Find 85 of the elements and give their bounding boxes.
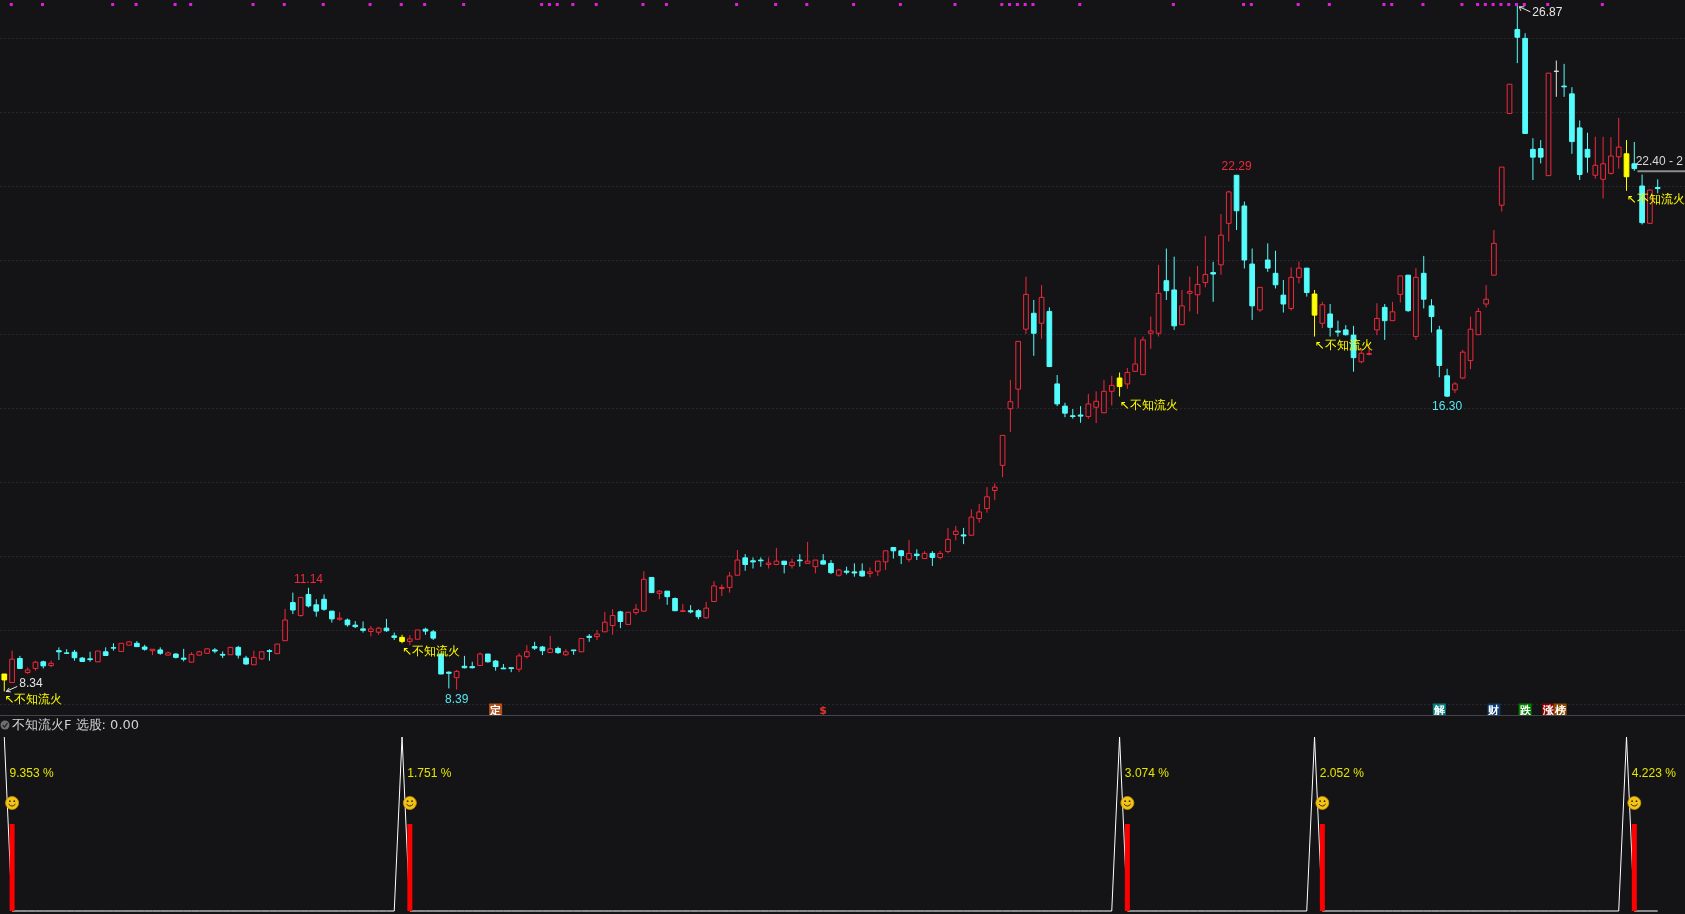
candlestick bbox=[1054, 374, 1061, 407]
candlestick bbox=[1124, 367, 1131, 390]
candlestick bbox=[1163, 248, 1170, 301]
chart-title: 不知流火F 选股: 0.00 bbox=[12, 717, 140, 732]
annotation: 4.223 % bbox=[1631, 766, 1677, 780]
candlestick bbox=[290, 592, 296, 615]
candlestick bbox=[1179, 289, 1185, 326]
candlestick bbox=[1444, 368, 1450, 398]
candlestick bbox=[1093, 390, 1100, 424]
candlestick bbox=[1600, 136, 1606, 200]
candlestick bbox=[594, 629, 600, 641]
candlestick bbox=[609, 608, 616, 636]
candlestick bbox=[945, 527, 951, 554]
candlestick bbox=[1319, 301, 1326, 329]
candlestick bbox=[1311, 289, 1318, 338]
candlestick bbox=[882, 550, 889, 571]
candlestick bbox=[1116, 371, 1123, 398]
candlestick bbox=[1381, 303, 1388, 341]
candlestick bbox=[1132, 336, 1138, 372]
candlestick bbox=[1272, 250, 1279, 289]
candlestick bbox=[1186, 276, 1193, 312]
candlestick bbox=[789, 558, 795, 570]
candlestick bbox=[633, 603, 639, 616]
candlestick bbox=[297, 596, 304, 618]
annotation: 16.30 bbox=[1432, 398, 1463, 413]
candlestick bbox=[282, 608, 288, 642]
candlestick bbox=[906, 539, 912, 563]
candlestick bbox=[1202, 235, 1209, 288]
candlestick bbox=[1530, 137, 1536, 181]
text: $ bbox=[819, 704, 828, 717]
candlestick bbox=[1561, 63, 1567, 98]
candlestick bbox=[1296, 260, 1302, 284]
candlestick bbox=[1327, 303, 1333, 338]
candlestick bbox=[1608, 136, 1614, 176]
candlestick bbox=[976, 503, 983, 524]
candlestick bbox=[1483, 284, 1489, 308]
text: ↖不知流火 bbox=[4, 692, 63, 707]
candlestick bbox=[1514, 5, 1521, 64]
candlestick bbox=[1397, 275, 1404, 304]
candlestick bbox=[1108, 375, 1115, 406]
candlestick bbox=[87, 651, 93, 663]
candlestick bbox=[1030, 299, 1037, 357]
annotation: ↖不知流火 bbox=[402, 644, 461, 659]
candlestick bbox=[718, 583, 725, 597]
candlestick bbox=[1584, 132, 1591, 174]
candlestick bbox=[1592, 136, 1599, 180]
candlestick bbox=[1085, 393, 1092, 420]
candlestick bbox=[266, 648, 273, 662]
candlestick bbox=[1631, 141, 1638, 172]
candlestick bbox=[1374, 302, 1380, 336]
candlestick bbox=[1257, 286, 1263, 313]
candlestick bbox=[1615, 117, 1622, 170]
candlestick bbox=[1280, 279, 1287, 314]
annotation: 11.14 bbox=[293, 571, 324, 586]
annotation: 26.87 bbox=[1532, 4, 1563, 19]
candlestick bbox=[984, 486, 990, 514]
candlestick bbox=[1428, 298, 1435, 334]
annotation: 8.34 bbox=[19, 676, 43, 691]
annotation: 9.353 % bbox=[9, 766, 54, 780]
candlestick bbox=[9, 650, 15, 684]
candlestick bbox=[1194, 265, 1201, 315]
candlestick bbox=[1007, 379, 1014, 433]
candlestick bbox=[1264, 242, 1271, 273]
candlestick bbox=[711, 580, 717, 602]
candlestick bbox=[601, 611, 608, 633]
candlestick bbox=[516, 652, 522, 673]
annotation: 3.074 % bbox=[1124, 766, 1170, 780]
candlestick bbox=[453, 669, 460, 691]
candlestick bbox=[968, 508, 975, 536]
ref-line-label: 22.40 - 2 bbox=[1635, 154, 1684, 169]
candlestick bbox=[1147, 316, 1154, 350]
candlestick bbox=[56, 646, 62, 661]
candlestick bbox=[1101, 379, 1107, 414]
candlestick bbox=[750, 556, 756, 570]
candlestick bbox=[360, 620, 366, 634]
candlestick bbox=[1210, 261, 1216, 303]
candlestick bbox=[1537, 139, 1544, 164]
candlestick bbox=[1335, 320, 1341, 338]
candlestick bbox=[1389, 301, 1396, 322]
annotation: 2.052 % bbox=[1319, 766, 1365, 780]
annotation: 8.39 bbox=[444, 691, 469, 706]
candlestick bbox=[867, 566, 873, 578]
annotation: ↖不知流火 bbox=[1119, 397, 1178, 412]
annotation: 1.751 % bbox=[407, 766, 452, 780]
annotation: 22.29 bbox=[1221, 159, 1252, 174]
